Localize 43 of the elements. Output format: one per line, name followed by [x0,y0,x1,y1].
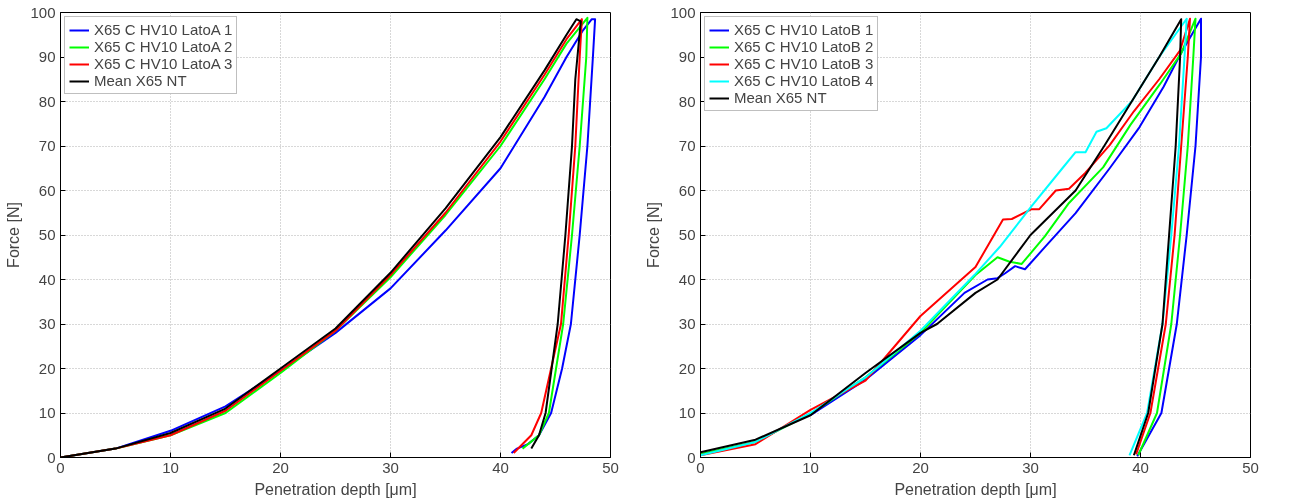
y-axis-title: Force [N] [5,202,23,268]
y-tick-label: 50 [678,226,696,243]
y-tick-label: 60 [38,181,56,199]
y-tick-label: 80 [678,92,696,110]
y-tick-label: 90 [38,48,56,65]
y-tick-label: 70 [678,137,696,154]
x-tick-label: 40 [492,458,509,476]
legend-label: X65 C HV10 LatoA 3 [94,55,233,72]
x-tick-label: 50 [602,458,619,476]
x-tick-label: 30 [382,458,399,476]
y-tick-label: 40 [38,270,56,288]
x-tick-label: 10 [802,458,819,476]
legend-label: X65 C HV10 LatoA 1 [94,21,233,38]
y-tick-label: 20 [678,359,696,377]
x-tick-label: 20 [272,458,289,476]
legend-label: X65 C HV10 LatoB 3 [734,55,874,72]
y-tick-label: 30 [38,315,56,332]
y-tick-label: 100 [670,3,696,21]
y-tick-label: 100 [30,3,56,21]
y-tick-label: 10 [38,404,56,421]
legend-label: X65 C HV10 LatoA 2 [94,38,233,55]
y-axis-title: Force [N] [645,202,663,268]
legend-label: X65 C HV10 LatoB 1 [734,21,874,38]
y-tick-label: 60 [678,181,696,199]
y-tick-label: 80 [38,92,56,110]
x-tick-label: 20 [912,458,929,476]
x-axis-title: Penetration depth [μm] [894,480,1057,498]
legend-label: X65 C HV10 LatoB 4 [734,72,874,89]
y-tick-label: 90 [678,48,696,65]
x-tick-label: 40 [1132,458,1149,476]
y-tick-label: 70 [38,137,56,154]
y-tick-label: 10 [678,404,696,421]
y-tick-label: 40 [678,270,696,288]
legend-label: Mean X65 NT [94,72,187,89]
y-tick-label: 50 [38,226,56,243]
legend-label: X65 C HV10 LatoB 2 [734,38,874,55]
x-tick-label: 10 [162,458,179,476]
legend-label: Mean X65 NT [734,89,827,106]
y-tick-label: 20 [38,359,56,377]
x-axis-title: Penetration depth [μm] [254,480,417,498]
x-tick-label: 30 [1022,458,1039,476]
y-tick-label: 30 [678,315,696,332]
x-tick-label: 50 [1242,458,1259,476]
